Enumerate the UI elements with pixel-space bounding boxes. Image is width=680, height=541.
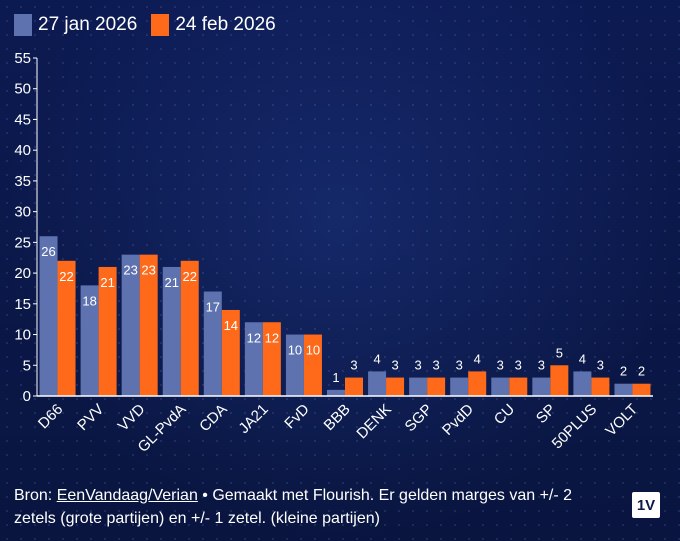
bar-50plus-series2 [591, 377, 610, 396]
data-label: 23 [141, 263, 155, 278]
y-tick-label: 45 [14, 111, 31, 128]
bar-denk-series1 [368, 371, 387, 396]
y-tick-label: 30 [14, 204, 31, 221]
bar-pvdd-series2 [468, 371, 487, 396]
data-label: 2 [620, 364, 627, 379]
bar-cu-series1 [491, 377, 510, 396]
bar-pvv-series1 [80, 285, 99, 396]
bar-gl-pvda-series2 [180, 260, 199, 396]
data-label: 3 [433, 358, 440, 373]
x-tick-label: BBB [321, 401, 354, 434]
data-label: 3 [515, 358, 522, 373]
bar-d66-series1 [39, 236, 58, 396]
x-tick-label: JA21 [235, 401, 271, 437]
x-tick-label: PVV [74, 401, 107, 434]
eenvandaag-logo: 1V [632, 492, 660, 518]
y-tick-label: 25 [14, 234, 31, 251]
bar-gl-pvda-series1 [162, 266, 181, 396]
bar-pvdd-series1 [450, 377, 469, 396]
data-label: 14 [224, 318, 238, 333]
legend-label-series2: 24 feb 2026 [175, 14, 276, 35]
footer-suffix: • Gemaakt met Flourish. Er gelden marges… [14, 487, 573, 527]
data-label: 3 [350, 358, 357, 373]
data-label: 4 [474, 351, 481, 366]
source-link[interactable]: EenVandaag/Verian [56, 487, 198, 504]
legend: 27 jan 2026 24 feb 2026 [14, 14, 276, 36]
y-tick-label: 55 [14, 50, 31, 67]
data-label: 4 [373, 351, 380, 366]
y-tick-label: 10 [14, 327, 31, 344]
y-tick-label: 0 [23, 388, 31, 405]
bar-sgp-series2 [427, 377, 446, 396]
legend-swatch-series2 [151, 14, 170, 36]
bar-50plus-series1 [573, 371, 592, 396]
data-label: 18 [82, 293, 96, 308]
data-label: 21 [100, 275, 114, 290]
bar-denk-series2 [386, 377, 405, 396]
data-label: 3 [538, 358, 545, 373]
bar-sp-series2 [550, 365, 569, 396]
bar-pvv-series2 [98, 266, 117, 396]
data-label: 23 [123, 263, 137, 278]
x-tick-label: FvD [281, 401, 313, 433]
y-tick-label: 35 [14, 173, 31, 190]
bar-fvd-series1 [285, 334, 304, 396]
data-label: 10 [288, 343, 302, 358]
data-label: 3 [497, 358, 504, 373]
y-tick-label: 5 [23, 357, 31, 374]
x-tick-label: SP [533, 401, 559, 427]
x-tick-label: CU [491, 401, 518, 428]
data-label: 3 [391, 358, 398, 373]
bar-volt-series2 [632, 383, 651, 396]
bar-vvd-series1 [121, 254, 140, 396]
x-tick-label: PvdD [439, 401, 477, 439]
legend-item-series2: 24 feb 2026 [151, 14, 276, 36]
y-tick-label: 50 [14, 81, 31, 98]
y-tick-label: 40 [14, 142, 31, 159]
bar-vvd-series2 [139, 254, 158, 396]
data-label: 17 [206, 300, 220, 315]
data-label: 1 [332, 370, 339, 385]
x-tick-label: DENK [353, 401, 394, 442]
legend-label-series1: 27 jan 2026 [38, 14, 138, 35]
bar-sp-series1 [532, 377, 551, 396]
data-label: 3 [415, 358, 422, 373]
footer-prefix: Bron: [14, 487, 57, 504]
x-tick-label: VVD [115, 401, 149, 435]
x-tick-label: SGP [402, 401, 436, 435]
x-tick-label: CDA [196, 401, 230, 435]
data-label: 3 [597, 358, 604, 373]
data-label: 3 [456, 358, 463, 373]
data-label: 12 [265, 330, 279, 345]
y-tick-label: 15 [14, 296, 31, 313]
data-label: 12 [247, 330, 261, 345]
legend-item-series1: 27 jan 2026 [14, 14, 137, 36]
bar-cu-series2 [509, 377, 528, 396]
footer-source: Bron: EenVandaag/Verian • Gemaakt met Fl… [14, 484, 604, 530]
data-label: 2 [638, 364, 645, 379]
data-label: 4 [579, 351, 586, 366]
bar-bbb-series1 [327, 389, 345, 396]
bar-bbb-series2 [345, 377, 363, 396]
bar-d66-series2 [57, 260, 76, 396]
x-tick-label: VOLT [602, 401, 641, 440]
bar-ja21-series1 [244, 322, 263, 396]
data-label: 22 [182, 269, 196, 284]
data-label: 22 [59, 269, 73, 284]
legend-swatch-series1 [14, 14, 32, 36]
data-label: 10 [306, 343, 320, 358]
bar-sgp-series1 [409, 377, 428, 396]
data-label: 26 [41, 244, 55, 259]
y-tick-label: 20 [14, 265, 31, 282]
bar-fvd-series2 [303, 334, 322, 396]
bar-cda-series1 [203, 291, 222, 396]
bar-cda-series2 [221, 309, 240, 396]
bar-ja21-series2 [262, 322, 281, 396]
data-label: 21 [164, 275, 178, 290]
x-tick-label: 50PLUS [549, 401, 601, 453]
x-tick-label: D66 [35, 401, 66, 432]
bar-volt-series1 [614, 383, 633, 396]
data-label: 5 [556, 345, 563, 360]
